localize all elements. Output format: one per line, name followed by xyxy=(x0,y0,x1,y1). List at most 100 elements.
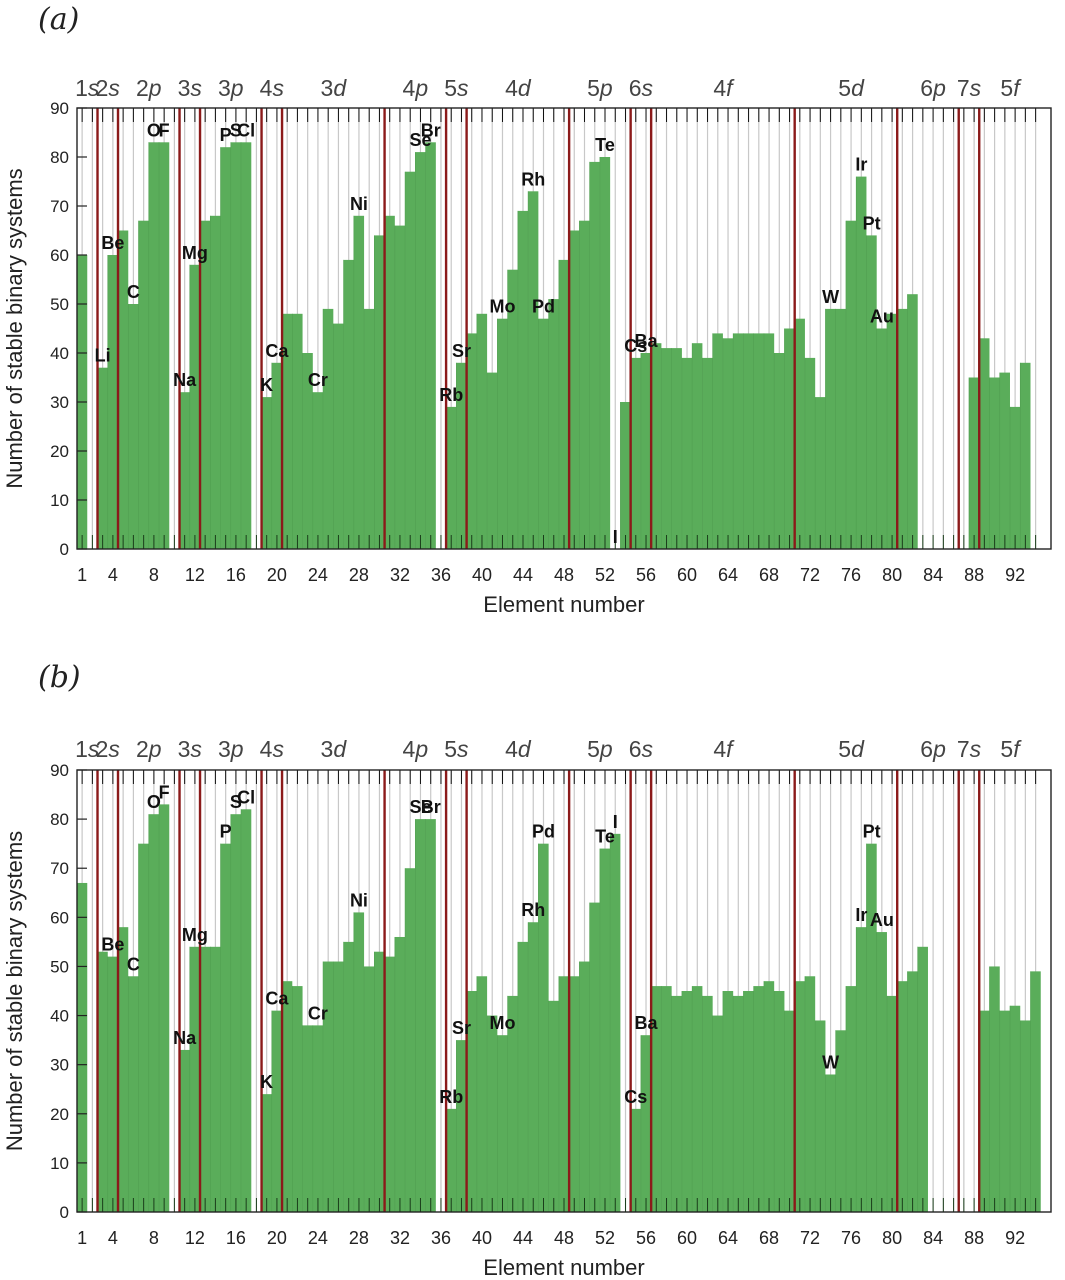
x-tick-label: 16 xyxy=(226,1228,246,1248)
bar xyxy=(845,986,857,1212)
bar xyxy=(107,956,119,1212)
bar xyxy=(835,1030,846,1212)
bar xyxy=(671,995,682,1212)
element-label: Rb xyxy=(439,1087,463,1107)
bar xyxy=(815,1020,826,1212)
bar xyxy=(292,986,303,1212)
bar xyxy=(528,191,539,550)
bar xyxy=(148,814,160,1212)
bar xyxy=(97,951,108,1212)
element-label: Cl xyxy=(237,787,255,807)
bar xyxy=(784,1010,795,1212)
x-tick-label: 20 xyxy=(267,565,287,585)
element-label: Mg xyxy=(182,243,208,263)
x-tick-label: 4 xyxy=(108,565,118,585)
y-tick-label: 80 xyxy=(50,148,69,167)
bar xyxy=(825,308,836,549)
bar xyxy=(446,406,457,549)
bar xyxy=(282,981,293,1212)
shell-label: 6s xyxy=(629,736,654,762)
bar xyxy=(497,1035,508,1212)
panel-b-label: (b) xyxy=(38,660,81,695)
x-tick-label: 68 xyxy=(759,565,779,585)
bar xyxy=(374,951,385,1212)
bar xyxy=(353,912,365,1212)
bar xyxy=(702,357,713,549)
element-label: Cs xyxy=(624,336,647,356)
x-tick-label: 28 xyxy=(349,1228,369,1248)
bar xyxy=(743,333,754,549)
bar xyxy=(548,1000,559,1212)
bar xyxy=(692,343,703,549)
bar xyxy=(415,819,426,1212)
bar xyxy=(302,353,313,549)
shell-label: 2s xyxy=(96,75,121,101)
bar xyxy=(159,142,170,550)
bar xyxy=(97,367,108,549)
element-label: C xyxy=(127,954,140,974)
bar xyxy=(312,392,324,549)
shell-label: 5p xyxy=(587,75,613,101)
element-label: Cs xyxy=(624,1087,647,1107)
x-tick-label: 80 xyxy=(882,1228,902,1248)
x-tick-label: 88 xyxy=(964,1228,984,1248)
bar xyxy=(599,157,611,549)
shell-label: 5d xyxy=(838,736,865,762)
element-label: Rh xyxy=(521,900,545,920)
bar xyxy=(271,1010,283,1212)
x-tick-label: 12 xyxy=(185,565,205,585)
element-label: Na xyxy=(173,1028,197,1048)
bar xyxy=(241,142,252,550)
bar xyxy=(599,848,611,1212)
element-label: Te xyxy=(595,827,615,847)
x-axis-label: Element number xyxy=(483,1255,644,1280)
bar xyxy=(517,210,529,549)
bar xyxy=(897,981,908,1212)
x-tick-label: 8 xyxy=(149,565,159,585)
y-tick-label: 60 xyxy=(50,908,69,927)
bar xyxy=(886,313,898,549)
bar xyxy=(610,833,621,1212)
y-tick-label: 30 xyxy=(50,1056,69,1075)
x-tick-label: 36 xyxy=(431,565,451,585)
bar xyxy=(200,220,211,549)
bar xyxy=(712,1015,723,1212)
bar xyxy=(620,402,631,549)
bar xyxy=(681,991,693,1212)
bar xyxy=(640,353,652,549)
element-label: K xyxy=(260,375,273,395)
element-label: F xyxy=(159,120,170,140)
bar xyxy=(589,902,600,1212)
x-tick-label: 56 xyxy=(636,1228,656,1248)
element-label: Te xyxy=(595,135,615,155)
shell-label: 4f xyxy=(713,75,735,101)
shell-label: 3d xyxy=(321,75,348,101)
shell-label: 4d xyxy=(505,736,532,762)
element-label: Se xyxy=(409,130,431,150)
bar xyxy=(743,991,754,1212)
bar xyxy=(845,220,857,549)
shell-label: 4s xyxy=(260,736,285,762)
bar xyxy=(230,142,242,550)
bar xyxy=(476,313,488,549)
bar xyxy=(456,362,467,549)
bar xyxy=(876,932,887,1212)
element-label: Pd xyxy=(532,822,555,842)
y-tick-label: 80 xyxy=(50,810,69,829)
bar xyxy=(487,372,498,549)
x-tick-label: 44 xyxy=(513,565,533,585)
shell-label: 3s xyxy=(178,736,203,762)
element-label: P xyxy=(220,125,232,145)
bar xyxy=(835,308,846,549)
bar xyxy=(405,868,416,1212)
bar xyxy=(1009,1005,1021,1212)
x-tick-label: 92 xyxy=(1005,1228,1025,1248)
bar xyxy=(333,323,344,549)
element-label: Mo xyxy=(489,1013,515,1033)
bar xyxy=(210,215,221,550)
x-tick-label: 68 xyxy=(759,1228,779,1248)
bar xyxy=(999,1010,1010,1212)
shell-label: 5s xyxy=(444,736,469,762)
bar xyxy=(446,1108,457,1212)
bar xyxy=(763,981,775,1212)
